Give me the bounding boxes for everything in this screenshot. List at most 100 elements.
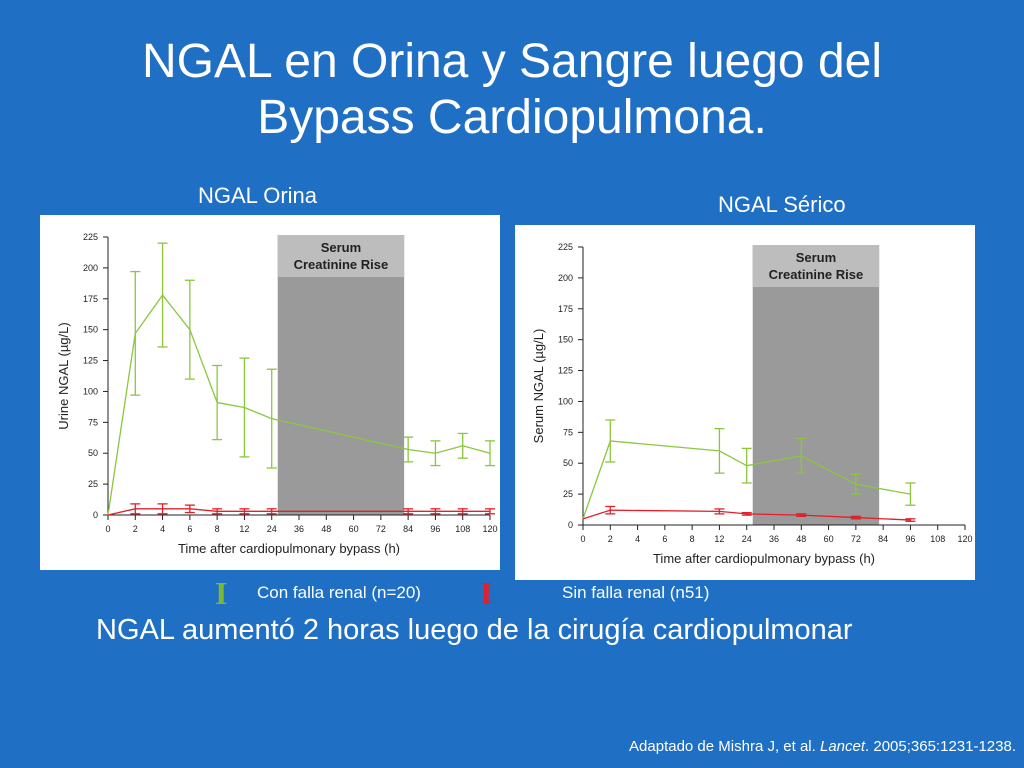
no_renal_failure-error-bar: [157, 503, 168, 515]
x-tick-label: 8: [690, 534, 695, 544]
y-tick-label: 225: [558, 242, 573, 252]
renal_failure-error-bar: [157, 242, 168, 348]
no_renal_failure-error-bar: [130, 503, 141, 515]
x-tick-label: 108: [930, 534, 945, 544]
no_renal_failure-error-bar: [266, 508, 277, 515]
chart-background: [40, 215, 500, 570]
x-tick-label: 72: [376, 524, 386, 534]
chart-background: [515, 225, 975, 580]
renal_failure-error-bar: [796, 437, 807, 474]
x-tick-label: 4: [635, 534, 640, 544]
shaded-region-label-line-2: Creatinine Rise: [769, 267, 864, 282]
x-tick-label: 96: [905, 534, 915, 544]
x-axis-label: Time after cardiopulmonary bypass (h): [178, 541, 400, 556]
renal_failure-error-bar: [430, 440, 441, 467]
y-tick-label: 0: [93, 510, 98, 520]
renal_failure-error-bar: [212, 364, 223, 441]
no_renal_failure-error-bar: [485, 508, 495, 515]
no_renal_failure-error-bar: [714, 508, 725, 515]
x-tick-label: 60: [824, 534, 834, 544]
x-tick-label: 6: [662, 534, 667, 544]
shaded-region-label-background: [752, 245, 880, 287]
renal_failure-error-bar: [905, 482, 916, 506]
renal_failure-error-bar: [714, 427, 725, 474]
legend-renal-failure-errorbar-icon: I: [215, 575, 228, 611]
y-tick-label: 0: [568, 520, 573, 530]
conclusion-text: NGAL aumentó 2 horas luego de la cirugía…: [96, 614, 853, 646]
no_renal_failure-error-bar: [403, 508, 414, 515]
renal_failure-error-bar: [741, 447, 752, 484]
legend: I Con falla renal (n=20) I Sin falla ren…: [0, 575, 1024, 611]
y-axis-label: Serum NGAL (µg/L): [531, 329, 546, 444]
x-tick-label: 0: [105, 524, 110, 534]
serum-chart-heading: NGAL Sérico: [718, 192, 846, 217]
no_renal_failure-error-bar: [905, 518, 916, 522]
no_renal_failure-error-bar: [239, 508, 250, 515]
x-tick-label: 4: [160, 524, 165, 534]
slide-title: NGAL en Orina y Sangre luego del Bypass …: [40, 34, 984, 146]
x-tick-label: 48: [321, 524, 331, 534]
citation-journal: Lancet: [819, 738, 866, 755]
no_renal_failure-error-bar: [605, 505, 616, 515]
x-tick-label: 120: [482, 524, 497, 534]
renal_failure-error-bar: [239, 357, 250, 458]
y-tick-label: 25: [563, 489, 573, 499]
citation-prefix: Adaptado de Mishra J, et al.: [629, 738, 820, 755]
slide-title-line-2: Bypass Cardiopulmona.: [257, 91, 767, 144]
y-tick-label: 225: [83, 232, 98, 242]
x-tick-label: 48: [796, 534, 806, 544]
x-axis-label: Time after cardiopulmonary bypass (h): [653, 551, 875, 566]
x-tick-label: 96: [430, 524, 440, 534]
x-tick-label: 60: [349, 524, 359, 534]
y-tick-label: 50: [563, 458, 573, 468]
y-tick-label: 125: [558, 366, 573, 376]
x-tick-label: 84: [878, 534, 888, 544]
shaded-region-label-background: [277, 235, 405, 277]
urine-ngal-chart: Serum Creatinine Rise 0 25 50 75 100 125 150 175 2…: [40, 215, 500, 570]
urine-chart-heading: NGAL Orina: [198, 183, 318, 208]
citation-suffix: . 2005;365:1231-1238.: [865, 738, 1016, 755]
x-tick-label: 2: [133, 524, 138, 534]
slide-title-line-1: NGAL en Orina y Sangre luego del: [142, 35, 882, 88]
shaded-region-label-line-1: Serum: [321, 240, 361, 255]
x-tick-label: 6: [187, 524, 192, 534]
legend-renal-failure-label: Con falla renal (n=20): [257, 583, 421, 602]
y-tick-label: 200: [83, 263, 98, 273]
renal_failure-error-bar: [850, 473, 861, 495]
y-tick-label: 25: [88, 479, 98, 489]
no_renal_failure-error-bar: [741, 511, 752, 516]
serum-ngal-chart: Serum Creatinine Rise 0 25 50 75 100 125 150 175 2…: [515, 225, 975, 580]
x-tick-label: 2: [608, 534, 613, 544]
citation: Adaptado de Mishra J, et al. Lancet. 200…: [629, 738, 1016, 755]
shaded-region-label-line-2: Creatinine Rise: [294, 257, 389, 272]
no_renal_failure-error-bar: [212, 508, 223, 515]
y-tick-label: 175: [558, 304, 573, 314]
renal_failure-error-bar: [403, 436, 414, 463]
y-tick-label: 200: [558, 273, 573, 283]
legend-no-renal-failure-label: Sin falla renal (n51): [562, 583, 710, 602]
no_renal_failure-error-bar: [430, 508, 441, 515]
x-tick-label: 72: [851, 534, 861, 544]
y-tick-label: 100: [83, 386, 98, 396]
y-tick-label: 75: [563, 427, 573, 437]
x-tick-label: 12: [239, 524, 249, 534]
y-tick-label: 50: [88, 448, 98, 458]
x-tick-label: 0: [580, 534, 585, 544]
y-tick-label: 150: [83, 325, 98, 335]
x-tick-label: 36: [769, 534, 779, 544]
no_renal_failure-error-bar: [850, 515, 861, 520]
y-tick-label: 75: [88, 417, 98, 427]
legend-no-renal-failure-errorbar-icon: I: [480, 575, 493, 611]
y-tick-label: 150: [558, 335, 573, 345]
no_renal_failure-error-bar: [796, 513, 807, 518]
renal_failure-error-bar: [605, 419, 616, 463]
x-tick-label: 84: [403, 524, 413, 534]
renal_failure-error-bar: [457, 432, 468, 459]
no_renal_failure-error-bar: [184, 504, 195, 514]
y-tick-label: 125: [83, 356, 98, 366]
x-tick-label: 120: [957, 534, 972, 544]
serum-creatinine-rise-region: [752, 245, 880, 525]
x-tick-label: 8: [215, 524, 220, 534]
serum-creatinine-rise-region: [277, 235, 405, 515]
renal_failure-error-bar: [485, 440, 495, 467]
